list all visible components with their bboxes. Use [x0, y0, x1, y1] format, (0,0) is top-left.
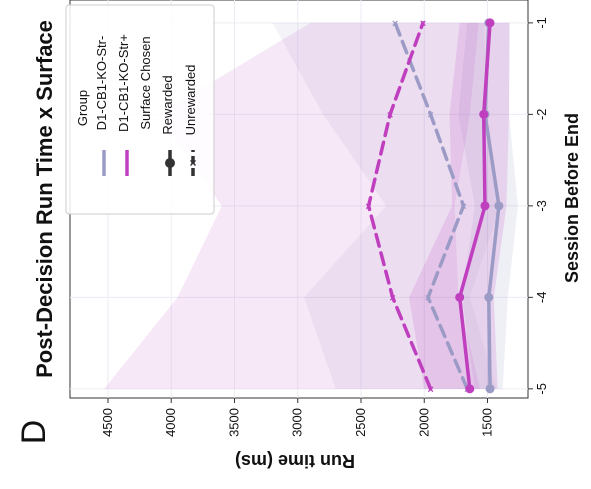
- marker-str-plus-unrewarded: ×: [427, 384, 433, 396]
- legend: Group D1-CB1-KO-Str- D1-CB1-KO-Str+ Surf…: [65, 4, 215, 215]
- marker-str-minus-unrewarded: ×: [392, 18, 398, 30]
- y-axis-label: Run time (ms): [235, 451, 355, 471]
- marker-str-minus-rewarded: [494, 201, 504, 211]
- y-tick-label: 2000: [416, 408, 431, 437]
- marker-str-plus-rewarded: [465, 384, 475, 394]
- x-tick-label: -4: [534, 292, 549, 304]
- x-axis-label: Session Before End: [562, 113, 582, 283]
- y-tick-label: 3000: [290, 408, 305, 437]
- marker-str-plus-rewarded: [485, 18, 495, 28]
- y-tick-label: 4000: [163, 408, 178, 437]
- series-line-str-plus-unrewarded: [366, 21, 433, 391]
- legend-style-entry-rewarded: Rewarded: [160, 75, 175, 134]
- legend-group-title: Group: [75, 90, 90, 126]
- marker-str-minus-rewarded: [484, 292, 494, 302]
- y-tick-label: 1500: [480, 408, 495, 437]
- panel-label: D: [15, 420, 53, 445]
- x-tick-labels: -5 -4 -3 -2 -1: [528, 17, 549, 395]
- chart-title: Post-Decision Run Time x Surface: [32, 20, 57, 378]
- marker-str-plus-unrewarded: ×: [389, 292, 395, 304]
- marker-str-plus-rewarded: [479, 109, 489, 119]
- marker-str-minus-rewarded: [485, 384, 495, 394]
- legend-group-entry-str-plus: D1-CB1-KO-Str+: [116, 34, 131, 132]
- marker-str-plus-rewarded: [455, 292, 465, 302]
- marker-str-minus-unrewarded: ×: [460, 201, 466, 213]
- series-markers: ××××××××××: [365, 18, 504, 396]
- marker-str-plus-unrewarded: ×: [365, 201, 371, 213]
- y-tick-label: 4500: [100, 408, 115, 437]
- legend-style-entry-unrewarded: Unrewarded: [183, 65, 198, 136]
- ci-band-str-minus-unrewarded: [272, 22, 501, 389]
- x-tick-label: -2: [534, 109, 549, 121]
- x-tick-label: -1: [534, 17, 549, 29]
- marker-str-minus-unrewarded: ×: [427, 109, 433, 121]
- marker-str-plus-rewarded: [480, 201, 490, 211]
- y-tick-label: 3500: [226, 408, 241, 437]
- marker-str-minus-unrewarded: ×: [425, 292, 431, 304]
- marker-str-plus-unrewarded: ×: [387, 109, 393, 121]
- marker-str-plus-unrewarded: ×: [420, 18, 426, 30]
- y-tick-labels: 1500 2000 2500 3000 3500 4000 4500: [100, 398, 495, 437]
- legend-group-entry-str-minus: D1-CB1-KO-Str-: [94, 36, 109, 131]
- legend-marker-unrewarded: ×: [189, 156, 196, 170]
- x-tick-label: -3: [534, 200, 549, 212]
- y-tick-label: 2500: [353, 408, 368, 437]
- legend-marker-rewarded: [165, 158, 175, 168]
- legend-style-title: Surface Chosen: [138, 36, 153, 129]
- series-line-str-minus-unrewarded: [393, 21, 470, 391]
- x-tick-label: -5: [534, 383, 549, 395]
